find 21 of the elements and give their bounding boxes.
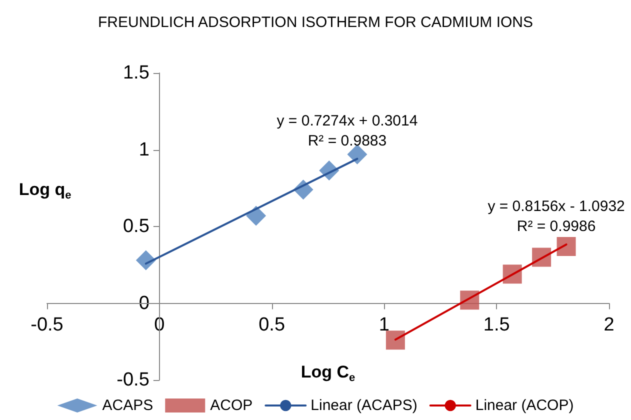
point bbox=[556, 236, 576, 256]
legend-label: ACAPS bbox=[102, 397, 154, 414]
x-tick-label: 2 bbox=[604, 314, 614, 336]
x-tick-label: 1 bbox=[378, 314, 390, 336]
x-tick-label: 0.5 bbox=[258, 314, 286, 336]
x-tick-label: -0.5 bbox=[30, 314, 64, 336]
chart-title: FREUNDLICH ADSORPTION ISOTHERM FOR CADMIUM IONS bbox=[98, 14, 534, 31]
point bbox=[246, 206, 266, 226]
point bbox=[386, 330, 405, 350]
x-tick-label: 1.5 bbox=[483, 314, 510, 336]
y-tick-label: 0.5 bbox=[122, 216, 150, 237]
x-tick-label: 0 bbox=[154, 314, 165, 336]
y-tick-label: 1 bbox=[138, 139, 150, 160]
point bbox=[347, 144, 368, 164]
legend-label: ACOP bbox=[210, 397, 253, 414]
annotation: y = 0.8156x - 1.0932 R² = 0.9986 bbox=[488, 198, 625, 235]
legend-label: Linear (ACAPS) bbox=[310, 397, 418, 414]
y-tick-label: 1.5 bbox=[122, 62, 150, 84]
y-tick-label: -0.5 bbox=[116, 370, 150, 390]
annotation: y = 0.7274x + 0.3014 R² = 0.9883 bbox=[276, 112, 418, 150]
legend-label: Linear (ACOP) bbox=[475, 397, 574, 414]
